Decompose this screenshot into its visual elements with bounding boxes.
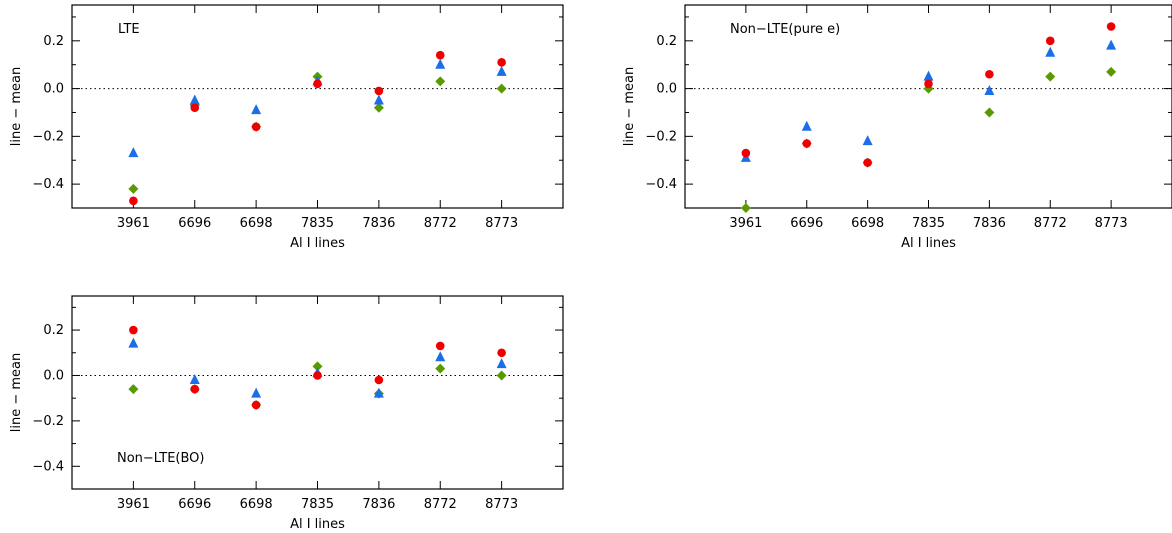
data-point-diamond	[128, 384, 139, 395]
data-point-triangle	[373, 387, 384, 398]
x-tick-label: 7835	[912, 216, 945, 231]
y-axis-title: line − mean	[9, 353, 24, 433]
data-point-circle	[435, 50, 445, 60]
data-point-circle	[374, 86, 384, 96]
x-tick-label: 6696	[178, 216, 211, 231]
data-point-triangle	[251, 387, 262, 398]
data-point-circle	[802, 139, 812, 148]
data-point-circle	[497, 58, 506, 67]
x-tick-label: 3961	[729, 216, 762, 231]
data-point-circle	[985, 69, 994, 79]
y-tick-label: −0.2	[32, 129, 64, 144]
data-point-circle	[435, 341, 445, 351]
data-point-triangle	[1045, 46, 1056, 57]
x-tick-label: 6698	[851, 216, 884, 231]
data-point-circle	[190, 103, 200, 112]
x-tick-label: 7835	[301, 216, 334, 231]
y-tick-label: 0.2	[43, 323, 64, 338]
x-tick-label: 6696	[790, 216, 823, 231]
data-point-circle	[1045, 36, 1055, 46]
x-tick-label: 8772	[424, 497, 457, 512]
data-point-triangle	[189, 374, 200, 385]
data-point-triangle	[128, 337, 139, 348]
data-point-circle	[251, 400, 261, 410]
data-point-circle	[313, 79, 322, 89]
y-tick-label: 0.2	[43, 34, 64, 49]
data-point-triangle	[496, 358, 507, 369]
data-point-diamond	[373, 102, 384, 113]
x-tick-label: 3961	[117, 216, 150, 231]
annotation-lte: LTE	[118, 22, 140, 37]
data-point-triangle	[496, 65, 507, 76]
x-tick-label: 6698	[240, 497, 273, 512]
panel-non-lte-pure-e: −0.4 −0.2 0.0 0.2 3961 6696 6698 7835 7836 8772 87…	[622, 4, 1172, 251]
x-tick-label: 7836	[362, 497, 395, 512]
data-point-diamond	[128, 183, 139, 194]
x-axis-title: Al I lines	[901, 236, 956, 251]
data-point-triangle	[435, 58, 446, 69]
data-point-circle	[374, 375, 384, 385]
data-point-diamond	[740, 203, 751, 213]
x-tick-label: 3961	[117, 497, 150, 512]
data-point-diamond	[1045, 71, 1056, 82]
y-axis-title: line − mean	[622, 67, 637, 147]
y-axis-title: line − mean	[9, 67, 24, 147]
y-tick-label: 0.0	[43, 368, 64, 383]
x-tick-label: 8773	[485, 497, 518, 512]
x-axis-title: Al I lines	[290, 517, 345, 532]
x-tick-label: 6696	[178, 497, 211, 512]
data-point-diamond	[496, 83, 507, 94]
y-tick-label: 0.0	[656, 82, 677, 97]
data-point-diamond	[984, 107, 995, 118]
data-point-circle	[924, 79, 933, 89]
data-point-triangle	[128, 147, 139, 158]
y-tick-label: 0.2	[656, 34, 677, 49]
data-point-diamond	[1106, 66, 1117, 77]
data-point-triangle	[984, 84, 995, 95]
x-tick-label: 8772	[1034, 216, 1067, 231]
x-tick-label: 6698	[240, 216, 273, 231]
data-point-circle	[741, 148, 751, 158]
y-tick-label: 0.0	[43, 82, 64, 97]
y-tick-label: −0.4	[645, 177, 677, 192]
y-tick-label: −0.2	[645, 129, 677, 144]
data-point-circle	[313, 371, 322, 380]
data-point-triangle	[862, 135, 873, 146]
data-point-triangle	[801, 120, 812, 131]
x-tick-label: 8773	[1095, 216, 1128, 231]
annotation-non-lte-pure-e: Non−LTE(pure e)	[730, 22, 840, 37]
annotation-non-lte-bo: Non−LTE(BO)	[117, 451, 204, 466]
data-point-circle	[129, 325, 138, 335]
data-point-diamond	[435, 76, 446, 87]
data-point-circle	[863, 158, 872, 167]
data-point-triangle	[251, 104, 262, 115]
data-point-circle	[251, 122, 261, 132]
data-point-diamond	[496, 370, 507, 381]
data-point-diamond	[312, 361, 323, 372]
x-tick-label: 7835	[301, 497, 334, 512]
x-tick-label: 8773	[485, 216, 518, 231]
y-tick-label: −0.4	[32, 459, 64, 474]
data-point-circle	[129, 196, 138, 206]
panel-lte: −0.4 −0.2 0.0 0.2 3961 6696 6698 7835 7836 8772 87…	[9, 4, 564, 251]
x-axis-title: Al I lines	[290, 236, 345, 251]
data-point-circle	[497, 348, 506, 358]
y-tick-label: −0.2	[32, 414, 64, 429]
x-tick-label: 7836	[362, 216, 395, 231]
data-point-triangle	[373, 94, 384, 105]
data-point-circle	[190, 384, 200, 394]
x-tick-label: 7836	[973, 216, 1006, 231]
y-tick-label: −0.4	[32, 177, 64, 192]
panel-non-lte-bo: −0.4 −0.2 0.0 0.2 3961 6696 6698 7835 7836 8772 87…	[9, 295, 564, 532]
data-point-triangle	[923, 70, 934, 81]
data-point-triangle	[189, 94, 200, 105]
plot-frame	[71, 4, 564, 209]
data-point-circle	[1106, 22, 1116, 31]
data-point-triangle	[1106, 39, 1117, 50]
x-tick-label: 8772	[424, 216, 457, 231]
data-point-triangle	[435, 351, 446, 362]
data-point-diamond	[435, 363, 446, 374]
